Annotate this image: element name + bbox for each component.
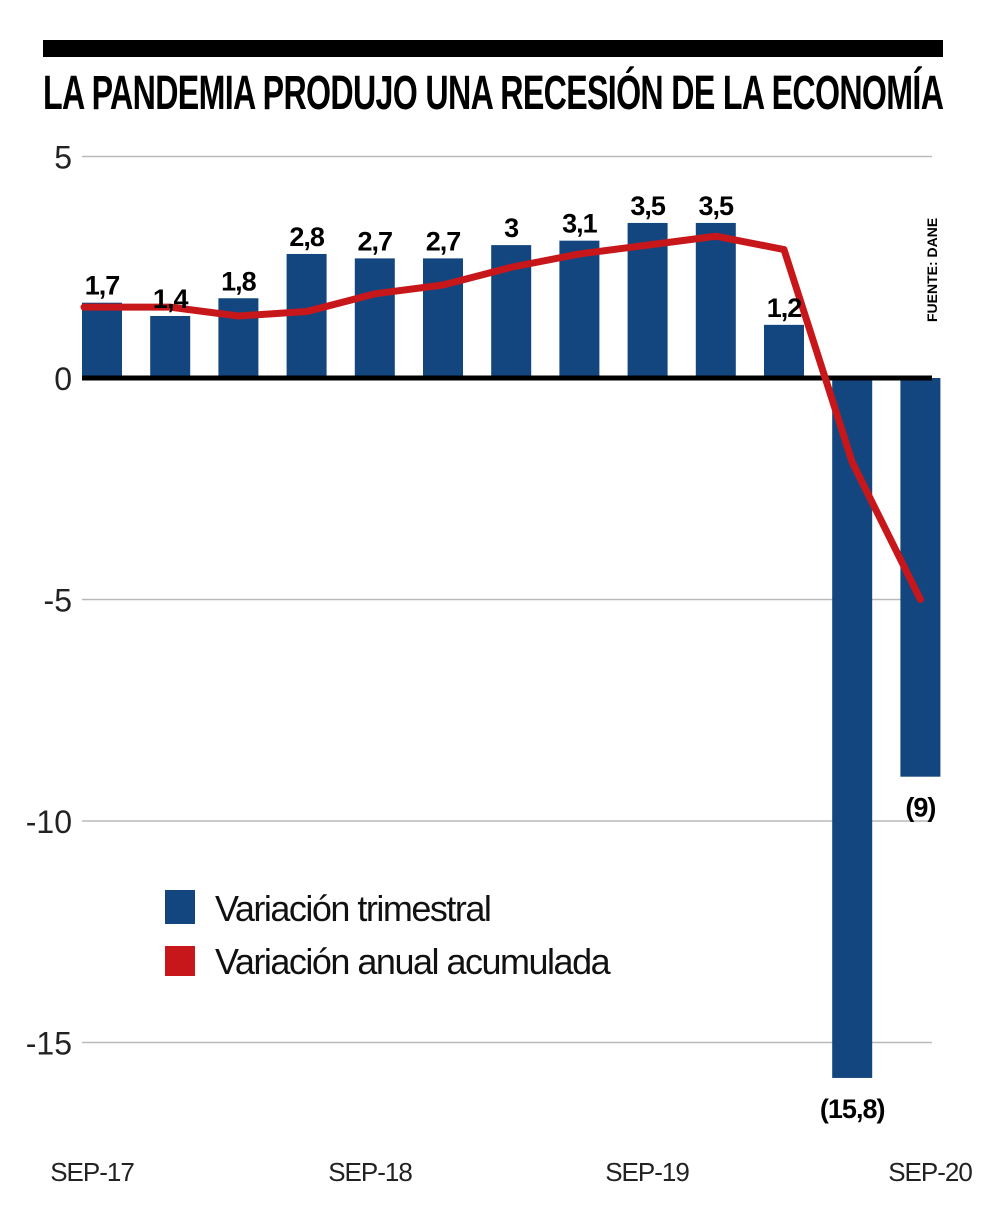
bar (150, 315, 191, 378)
bar-value-label: 2,8 (289, 222, 325, 252)
bar (218, 298, 259, 378)
bar-value-label: 1,4 (153, 284, 189, 314)
cumulative-line-layer (80, 232, 924, 603)
bar-value-label: 1,7 (85, 271, 120, 301)
x-axis-labels: SEP-17 SEP-18 SEP-19 SEP-20 (50, 1157, 973, 1187)
bar-value-label: (9) (905, 793, 935, 823)
x-tick-label: SEP-20 (888, 1157, 972, 1187)
bar (82, 302, 122, 378)
bar (286, 253, 327, 378)
cumulative-line (80, 232, 924, 603)
source-note: FUENTE: DANE (924, 218, 940, 322)
bar-value-label: 2,7 (358, 226, 393, 256)
bar-value-label: 1,8 (221, 266, 257, 296)
y-tick-label: -10 (26, 804, 72, 840)
legend-swatch-bar (165, 890, 195, 924)
legend-label-anual: Variación anual acumulada (215, 941, 612, 982)
bar-value-label: (15,8) (820, 1094, 885, 1124)
y-tick-label: -15 (26, 1026, 72, 1062)
bar (559, 240, 600, 378)
y-axis-labels: 5 0 -5 -10 -15 (26, 140, 72, 1062)
bar-value-label: 2,7 (426, 226, 461, 256)
x-tick-label: SEP-19 (605, 1157, 689, 1187)
bar-value-labels: 1,7 1,4 1,8 2,8 2,7 2,7 3 3,1 3,5 3,5 1,2 (15,8) (9) (85, 191, 937, 1124)
bar (423, 258, 463, 378)
legend: Variación trimestral Variación anual acum… (165, 888, 613, 982)
y-tick-label: 0 (54, 361, 72, 397)
bar-value-label: 3,5 (699, 191, 735, 221)
bar-value-label: 3 (504, 213, 519, 243)
bars (82, 222, 941, 1078)
gridlines (82, 155, 932, 1044)
x-tick-label: SEP-18 (328, 1157, 412, 1187)
y-tick-label: 5 (54, 140, 72, 176)
bar-value-label: 3,5 (630, 191, 666, 221)
bar-value-label: 1,2 (767, 293, 802, 323)
top-rule (43, 40, 943, 57)
legend-swatch-line (165, 946, 195, 976)
bar-value-label: 3,1 (562, 209, 598, 239)
bar (354, 258, 395, 378)
x-tick-label: SEP-17 (50, 1157, 134, 1187)
bar (695, 222, 736, 378)
y-tick-label: -5 (44, 583, 72, 619)
bar (764, 324, 804, 378)
legend-label-trimestral: Variación trimestral (215, 888, 490, 929)
